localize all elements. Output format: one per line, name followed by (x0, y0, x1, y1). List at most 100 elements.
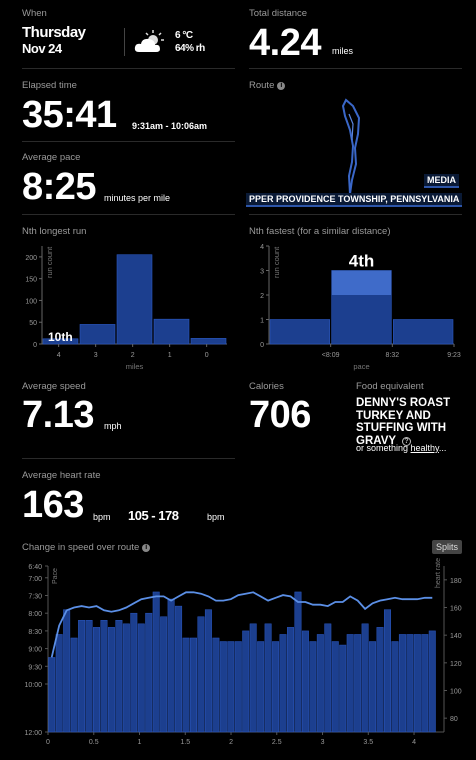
pace-bar (257, 641, 265, 733)
x-tick-label: 2 (229, 739, 233, 746)
histogram-bar (190, 338, 227, 345)
pace-bar (227, 641, 235, 733)
nth-fastest-label: Nth fastest (for a similar distance) (249, 226, 391, 237)
pace-bar (249, 623, 257, 733)
distance-unit: miles (332, 46, 354, 56)
pace-bar (219, 641, 227, 733)
pace-bar (398, 634, 406, 733)
weather-divider (124, 28, 125, 56)
pace-bar (122, 623, 130, 733)
histogram-bar (116, 254, 153, 345)
pace-bar (272, 641, 280, 733)
histogram-bar (269, 319, 330, 345)
pace-bar (413, 634, 421, 733)
histogram-bar (153, 318, 190, 345)
speed-label: Average speed (22, 381, 86, 392)
nth-fastest-chart: 0 1 2 3 4 run count <8:09 8:32 9:23 pace 4th (260, 244, 461, 371)
partly-cloudy-icon (134, 30, 164, 52)
pace-bar (100, 620, 108, 733)
pace-bar (175, 605, 183, 733)
help-icon[interactable]: ? (402, 436, 412, 446)
pace-bar (324, 623, 332, 733)
pace-bar (115, 620, 123, 733)
pace-bar (78, 620, 86, 733)
hr-tick-label: 180 (450, 578, 462, 585)
pace-tick-label: 10:00 (24, 682, 42, 689)
route-place-media: MEDIA (424, 174, 459, 188)
speed-unit: mph (104, 421, 122, 431)
food-alternative: or something healthy... (356, 443, 447, 453)
pace-bar (234, 641, 242, 733)
elapsed-range: 9:31am - 10:06am (132, 121, 208, 131)
hr-tick-label: 120 (450, 661, 462, 668)
weather-date: Nov 24 (22, 41, 62, 56)
y-axis-label: run count (45, 246, 54, 278)
pace-bar (339, 644, 347, 733)
x-tick-label: 8:32 (386, 352, 400, 359)
pace-bar (376, 627, 384, 733)
info-icon[interactable]: i (142, 544, 151, 552)
y-tick-label: 50 (29, 320, 37, 327)
food-label: Food equivalent (356, 381, 424, 392)
healthy-link[interactable]: healthy (410, 443, 439, 453)
pace-tick-label: 7:30 (28, 593, 42, 600)
pace-bar (369, 641, 377, 733)
pace-tick-label: 8:30 (28, 629, 42, 636)
pace-tick-label: 9:30 (28, 664, 42, 671)
y-tick-label: 100 (25, 298, 37, 305)
pace-bar (55, 634, 63, 733)
pace-bar (70, 637, 78, 733)
pace-bar (354, 634, 362, 733)
x-tick-label: 0 (46, 739, 50, 746)
y-tick-label: 150 (25, 277, 37, 284)
pace-tick-label: 8:00 (28, 611, 42, 618)
x-axis-label: miles (126, 362, 144, 371)
pace-label: Average pace (22, 152, 81, 163)
route-map[interactable] (249, 94, 462, 206)
pace-bar (85, 620, 93, 733)
x-tick-label: 3 (94, 352, 98, 359)
weather-day: Thursday (22, 24, 86, 41)
pace-bar (93, 627, 100, 733)
hr-tick-label: 160 (450, 606, 462, 613)
hr-axis-label: heart rate (435, 558, 442, 588)
x-tick-label: 3 (321, 739, 325, 746)
speed-value: 7.13 (22, 394, 94, 436)
current-run-highlight (331, 270, 392, 295)
y-tick-label: 2 (260, 293, 264, 300)
info-icon[interactable]: i (277, 82, 286, 90)
food-name: DENNY'S ROAST TURKEY AND STUFFING WITH G… (356, 397, 451, 447)
splits-button[interactable]: Splits (432, 540, 463, 554)
histogram-bar (42, 338, 79, 345)
pace-bar (264, 623, 272, 733)
divider (22, 458, 235, 459)
y-axis-label: run count (272, 246, 281, 278)
hr-tick-label: 100 (450, 689, 462, 696)
y-tick-label: 200 (25, 255, 37, 262)
pace-unit: minutes per mile (104, 193, 171, 203)
divider (249, 68, 462, 69)
x-tick-label: 3.5 (363, 739, 373, 746)
when-label: When (22, 8, 47, 19)
y-tick-label: 0 (33, 342, 37, 349)
x-tick-label: 2 (131, 352, 135, 359)
divider (249, 214, 462, 215)
nth-longest-label: Nth longest run (22, 226, 87, 237)
speed-change-label: Change in speed over route i (22, 542, 151, 553)
heart-unit: bpm (93, 512, 111, 522)
pace-bar (287, 627, 294, 733)
pace-bar (160, 616, 168, 733)
x-tick-label: 1.5 (180, 739, 190, 746)
pace-bar (167, 598, 175, 733)
pace-tick-label: 7:00 (28, 576, 42, 583)
pace-bar (48, 657, 56, 733)
pace-bar (406, 634, 414, 733)
weather-humidity: 64% rh (175, 43, 205, 54)
heart-value: 163 (22, 484, 84, 526)
pace-bar (204, 609, 212, 733)
y-tick-label: 1 (260, 318, 264, 325)
pace-bar (137, 623, 145, 733)
pace-bar (301, 630, 309, 733)
pace-bar (182, 637, 190, 733)
pace-bar (279, 634, 287, 733)
